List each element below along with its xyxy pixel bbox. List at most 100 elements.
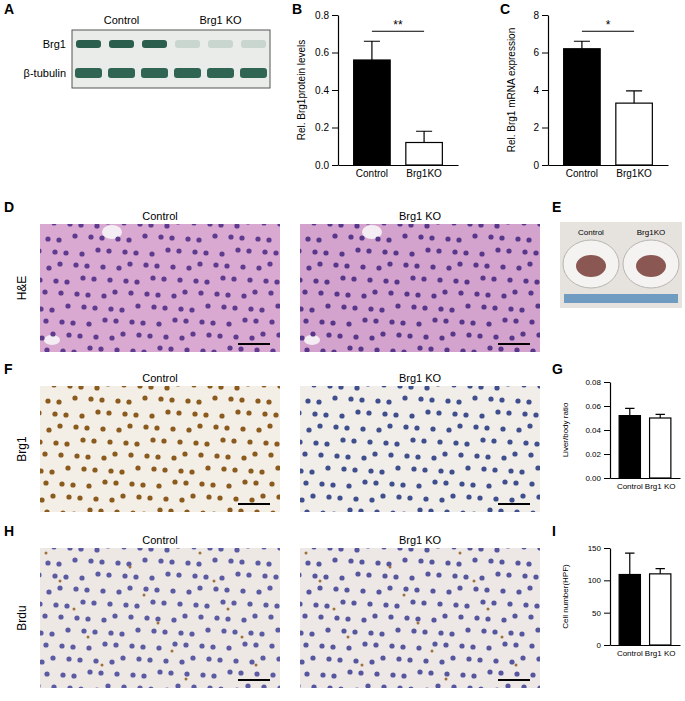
nucleus	[213, 586, 218, 591]
nucleus	[529, 319, 534, 324]
nucleus	[80, 437, 85, 442]
column-label: Control	[142, 372, 177, 384]
tick-label: 0.8	[315, 10, 329, 21]
nucleus	[126, 237, 131, 242]
nucleus	[403, 262, 408, 267]
nucleus	[331, 511, 336, 512]
nucleus	[494, 687, 499, 688]
tick-label: 0.00	[585, 474, 601, 483]
nucleus	[233, 658, 238, 663]
nucleus	[74, 615, 79, 620]
error-bar	[364, 41, 380, 60]
nucleus	[40, 659, 45, 664]
nucleus	[158, 558, 163, 563]
nucleus	[536, 332, 540, 337]
nucleus	[309, 631, 314, 636]
nucleus	[102, 317, 107, 322]
nucleus	[505, 548, 510, 549]
nucleus	[210, 320, 215, 325]
nucleus	[238, 508, 243, 512]
nucleus	[162, 629, 167, 634]
nucleus	[233, 496, 238, 501]
nucleus	[424, 687, 429, 688]
nucleus	[417, 669, 422, 674]
nucleus	[63, 412, 68, 417]
tick: 0	[597, 641, 610, 650]
nucleus	[78, 548, 83, 552]
nucleus	[199, 481, 204, 486]
nucleus	[499, 559, 504, 564]
nucleus	[259, 469, 264, 474]
nucleus	[45, 398, 50, 403]
nucleus	[348, 396, 353, 401]
nucleus	[519, 631, 524, 636]
nucleus	[196, 399, 201, 404]
nucleus	[65, 303, 70, 308]
error-bar	[626, 91, 642, 103]
plot-area	[564, 41, 653, 165]
nucleus	[470, 320, 475, 325]
nucleus	[387, 585, 392, 590]
nucleus	[360, 264, 365, 269]
nucleus	[302, 289, 307, 294]
nucleus	[242, 317, 247, 322]
nucleus	[481, 466, 486, 471]
nucleus	[438, 306, 443, 311]
nucleus	[234, 386, 239, 391]
nucleus	[442, 289, 447, 294]
row-label: Brg1	[15, 436, 29, 462]
nucleus	[255, 236, 260, 241]
nucleus	[134, 279, 139, 284]
nucleus	[523, 278, 528, 283]
nucleus	[259, 631, 264, 636]
nucleus	[512, 613, 517, 618]
tick-mark	[332, 90, 338, 91]
tick: 100	[588, 576, 610, 585]
nucleus	[463, 412, 468, 417]
nucleus	[460, 672, 465, 677]
nucleus	[445, 398, 450, 403]
nucleus	[365, 386, 370, 387]
nucleus	[487, 345, 492, 350]
tick-mark	[542, 90, 548, 91]
nucleus	[70, 482, 75, 487]
nucleus	[390, 510, 395, 512]
nucleus	[136, 656, 141, 661]
nucleus	[169, 397, 174, 402]
nucleus	[444, 671, 449, 676]
nucleus	[249, 497, 254, 502]
nucleus	[235, 571, 240, 576]
nucleus	[410, 599, 415, 604]
nucleus	[155, 616, 160, 621]
nucleus	[514, 509, 519, 512]
nucleus	[431, 617, 436, 622]
band	[109, 40, 134, 48]
nucleus	[163, 334, 168, 339]
nucleus	[306, 427, 311, 432]
nucleus	[192, 249, 197, 254]
speck	[59, 580, 62, 583]
nucleus	[340, 437, 345, 442]
nucleus	[499, 397, 504, 402]
bar	[619, 575, 640, 645]
nucleus	[49, 307, 54, 312]
nucleus	[395, 303, 400, 308]
nucleus	[435, 224, 440, 225]
nucleus	[143, 424, 148, 429]
nucleus	[71, 349, 76, 352]
nucleus	[513, 318, 518, 323]
nucleus	[123, 278, 128, 283]
speck	[143, 594, 146, 597]
nucleus	[507, 439, 512, 444]
nucleus	[184, 509, 189, 512]
nucleus	[467, 224, 472, 227]
nucleus	[156, 645, 161, 650]
speck	[305, 552, 308, 555]
nucleus	[316, 399, 321, 404]
nucleus	[183, 318, 188, 323]
nucleus	[183, 642, 188, 647]
nucleus	[40, 248, 42, 253]
significance-label: *	[606, 18, 611, 32]
nucleus	[137, 224, 142, 227]
nucleus	[423, 658, 428, 663]
